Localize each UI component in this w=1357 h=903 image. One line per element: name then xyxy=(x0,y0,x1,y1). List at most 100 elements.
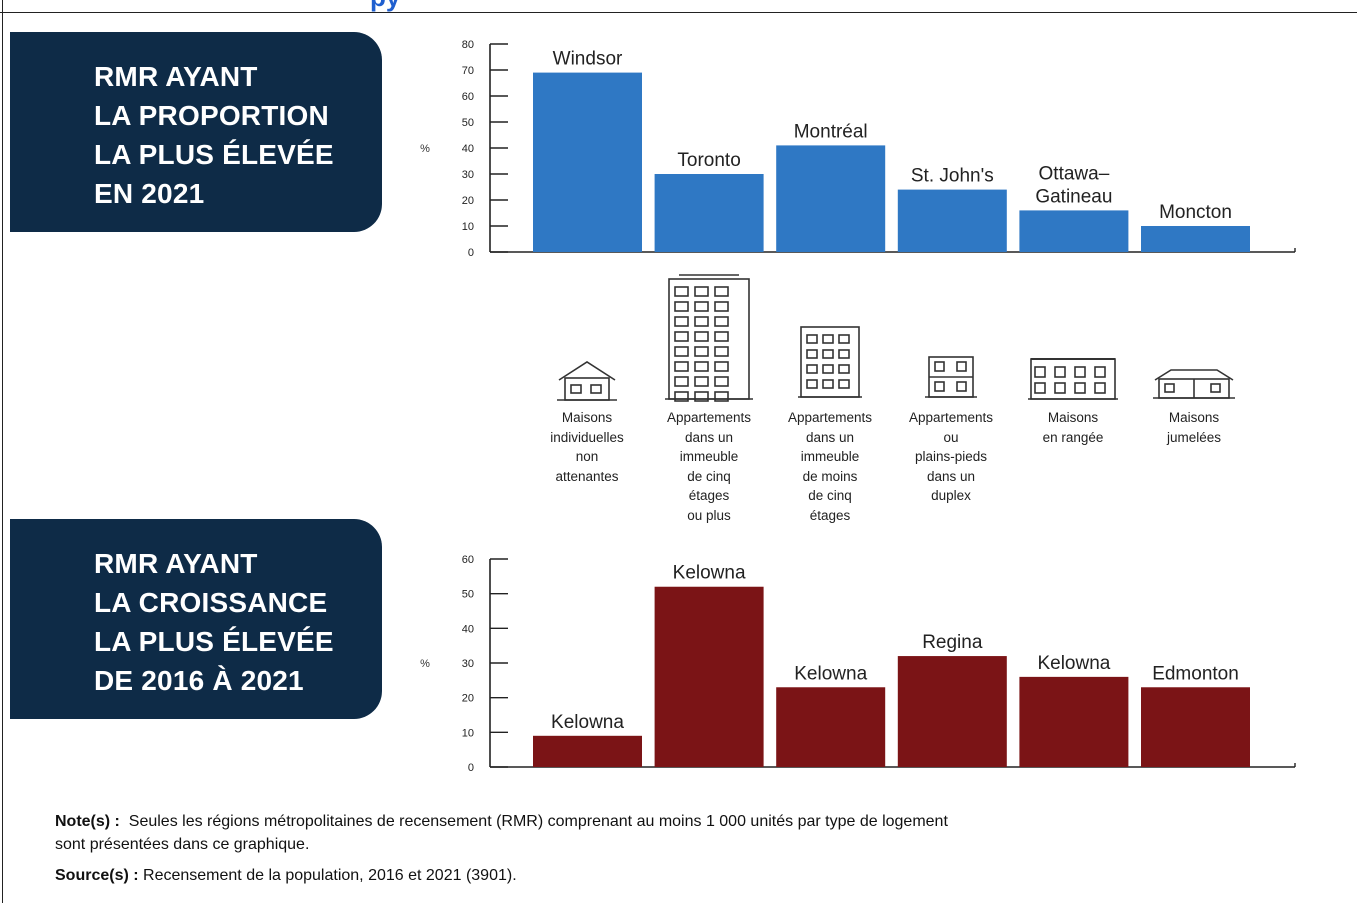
bar xyxy=(1141,687,1250,767)
dwelling-type-label-line: attenantes xyxy=(555,468,619,484)
dwelling-type-label-line: non xyxy=(575,449,599,464)
duplex-icon xyxy=(923,351,979,406)
source-text: Recensement de la population, 2016 et 20… xyxy=(143,867,517,884)
semi-detached-house-icon xyxy=(1151,366,1237,407)
dwelling-type-label-line: de moins xyxy=(802,468,858,484)
bar-label: Windsor xyxy=(553,49,623,70)
dwelling-type-label-line: Maisons xyxy=(1047,410,1099,425)
bar xyxy=(533,735,642,767)
dwelling-type-label: Appartements dans un immeuble de cinq étages… xyxy=(649,408,769,525)
y-axis-label: % xyxy=(420,658,430,670)
notes-line-2: sont présentées dans ce graphique. xyxy=(55,836,310,853)
y-tick-label: 10 xyxy=(462,727,474,739)
bar-label: Kelowna xyxy=(551,712,624,733)
dwelling-type-label-line: Appartements xyxy=(666,410,752,425)
y-tick-label: 30 xyxy=(462,169,474,181)
bar-label: Kelowna xyxy=(794,663,867,684)
bar-label: Regina xyxy=(922,632,983,653)
dwelling-type-label-line: ou xyxy=(943,429,959,445)
notes-line-1: Seules les régions métropolitaines de re… xyxy=(128,813,948,830)
dwelling-type-label-line: immeuble xyxy=(800,449,860,464)
y-tick-label: 80 xyxy=(462,39,474,51)
dwelling-type-label-line: de cinq xyxy=(808,488,852,503)
top-panel-line-4: EN 2021 xyxy=(94,178,205,209)
bar xyxy=(1141,226,1250,252)
clipped-header-text: py xyxy=(370,0,400,10)
dwelling-type-label-line: individuelles xyxy=(550,429,624,445)
bar-label: Moncton xyxy=(1159,202,1232,223)
dwelling-type-label-line: duplex xyxy=(931,488,971,503)
y-tick-label: 20 xyxy=(462,195,474,207)
bar-label: Toronto xyxy=(677,150,740,171)
top-panel-line-1: RMR AYANT xyxy=(94,61,258,92)
bottom-panel-line-3: LA PLUS ÉLEVÉE xyxy=(94,626,334,657)
bar-label: Kelowna xyxy=(673,563,746,584)
notes-label: Note(s) : xyxy=(55,813,120,830)
bottom-panel-line-4: DE 2016 À 2021 xyxy=(94,665,304,696)
high-rise-apartment-icon xyxy=(663,271,755,408)
dwelling-type-label: Maisons en rangée xyxy=(1013,408,1133,447)
top-proportion-bar-chart: 0 10 20 30 40 50 60 70 80% Windsor Toronto Montréal… xyxy=(420,39,1296,259)
y-tick-label: 30 xyxy=(462,658,474,670)
source-label: Source(s) : xyxy=(55,867,139,884)
chart-notes: Note(s) : Seules les régions métropolita… xyxy=(55,810,1235,856)
y-tick-label: 0 xyxy=(468,762,474,774)
y-tick-label: 40 xyxy=(462,143,474,155)
dwelling-type-label-line: en rangée xyxy=(1042,429,1104,445)
y-tick-label: 20 xyxy=(462,693,474,705)
bottom-panel-heading: RMR AYANT LA CROISSANCE LA PLUS ÉLEVÉE D… xyxy=(10,519,382,719)
y-tick-label: 50 xyxy=(462,589,474,601)
bar-label: St. John's xyxy=(911,166,994,187)
y-tick-label: 10 xyxy=(462,221,474,233)
bar-label: Ottawa– xyxy=(1039,163,1110,184)
top-panel-heading: RMR AYANT LA PROPORTION LA PLUS ÉLEVÉE E… xyxy=(10,32,382,232)
top-frame-border: py xyxy=(0,0,1357,13)
dwelling-type-label-line: Maisons xyxy=(1168,410,1220,425)
bottom-growth-bar-chart: 0 10 20 30 40 50 60% Kelowna Kelowna Kelowna Regin… xyxy=(420,554,1296,774)
bar xyxy=(654,586,764,767)
bar xyxy=(897,656,1007,767)
bottom-panel-line-1: RMR AYANT xyxy=(94,548,258,579)
dwelling-type-label: Appartements ou plains-pieds dans un duplex xyxy=(891,408,1011,506)
bar-label: Edmonton xyxy=(1152,663,1239,684)
bar xyxy=(1019,676,1129,767)
y-tick-label: 60 xyxy=(462,554,474,566)
y-tick-label: 40 xyxy=(462,623,474,635)
dwelling-type-label: Maisons jumelées xyxy=(1134,408,1254,447)
dwelling-type-label-line: dans un xyxy=(684,429,734,445)
y-tick-label: 50 xyxy=(462,117,474,129)
dwelling-type-label-line: dans un xyxy=(805,429,855,445)
bar-label: Kelowna xyxy=(1037,653,1110,674)
bar-label: Gatineau xyxy=(1035,186,1112,207)
y-tick-label: 0 xyxy=(468,247,474,259)
bottom-panel-line-2: LA CROISSANCE xyxy=(94,587,328,618)
dwelling-type-label-line: Appartements xyxy=(787,410,873,425)
left-frame-border xyxy=(2,0,3,903)
row-house-icon xyxy=(1027,351,1119,408)
dwelling-type-label-line: étages xyxy=(809,507,851,523)
dwelling-type-label-line: plains-pieds xyxy=(914,449,988,464)
dwelling-type-label-line: dans un xyxy=(926,468,976,484)
bar xyxy=(776,145,886,252)
dwelling-type-label-line: étages xyxy=(688,488,730,503)
dwelling-type-label-line: jumelées xyxy=(1166,429,1222,445)
single-detached-house-icon xyxy=(555,358,619,409)
top-panel-line-2: LA PROPORTION xyxy=(94,100,329,131)
bar xyxy=(897,189,1007,252)
dwelling-type-label-line: Maisons xyxy=(561,410,613,425)
dwelling-type-label-line: ou plus xyxy=(687,507,731,523)
dwelling-type-label-line: de cinq xyxy=(687,468,731,484)
dwelling-type-label-line: immeuble xyxy=(679,449,739,464)
dwelling-type-label: Maisons individuelles non attenantes xyxy=(527,408,647,486)
y-axis-label: % xyxy=(420,143,430,155)
bar-label: Montréal xyxy=(794,121,868,142)
bar xyxy=(533,72,642,252)
chart-source: Source(s) : Recensement de la population… xyxy=(55,867,517,885)
dwelling-type-label-line: Appartements xyxy=(908,410,994,425)
bar xyxy=(1019,210,1129,252)
bar xyxy=(654,174,764,252)
bar xyxy=(776,687,886,767)
dwelling-type-label: Appartements dans un immeuble de moins de ci… xyxy=(770,408,890,525)
y-tick-label: 70 xyxy=(462,65,474,77)
y-tick-label: 60 xyxy=(462,91,474,103)
